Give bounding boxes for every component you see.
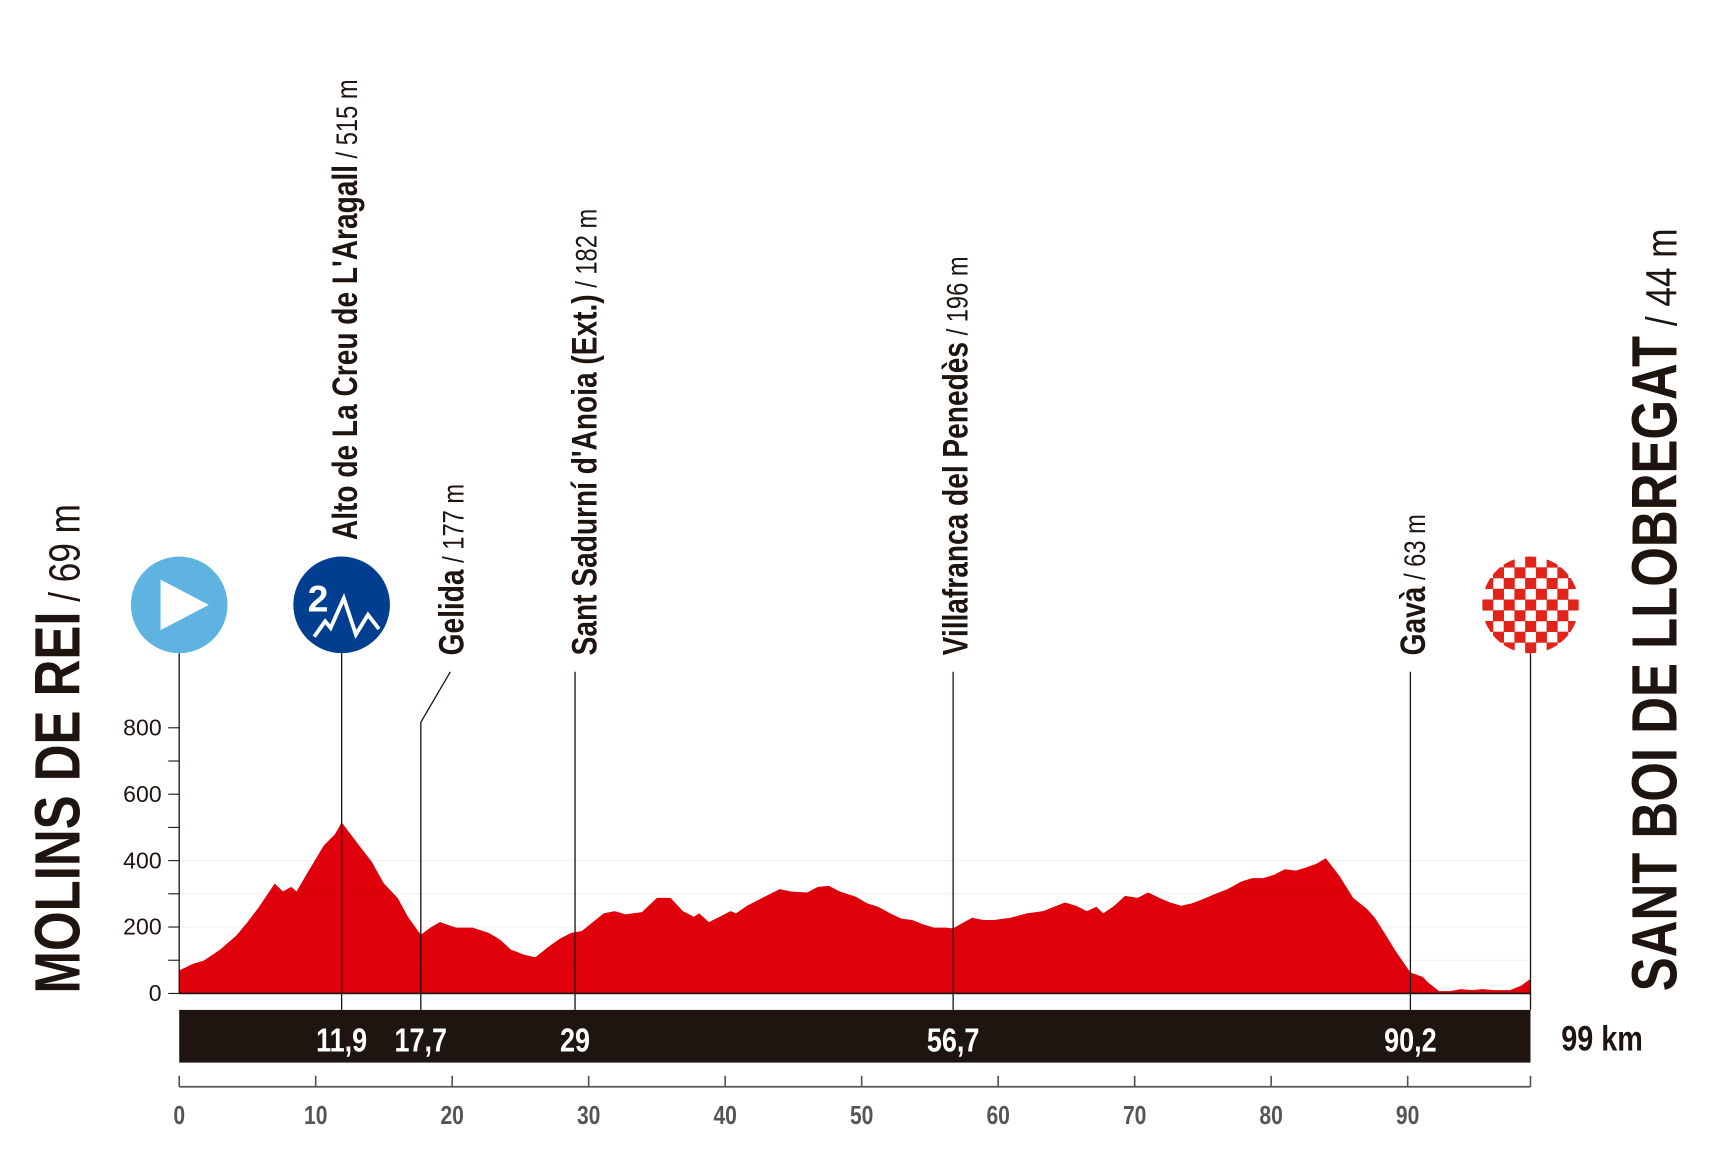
poi-label: Sant Sadurní d'Anoia (Ext.) / 182 m [564,209,604,656]
start-name: MOLINS DE REI [23,611,94,993]
km-bar-label: 29 [560,1023,590,1059]
poi-altitude: / 515 m [331,79,364,165]
x-tick-label: 80 [1259,1101,1282,1131]
flag-square [1492,567,1504,579]
elevation-profile-area [179,822,1531,994]
y-tick-label: 600 [123,781,161,807]
flag-square [1525,642,1537,654]
flag-square [1514,631,1526,643]
y-axis: 0 200 400 600 800 [123,714,1531,1006]
poi-altitude: / 63 m [1399,514,1432,586]
flag-square [1546,556,1558,568]
mountain-category-icon [312,592,381,640]
flag-square [1492,588,1504,600]
x-tick-label: 70 [1123,1101,1146,1131]
total-distance-label: 99 km [1561,1019,1643,1058]
poi-label: Alto de La Creu de L'Aragall / 515 m [325,79,365,540]
flag-square [1503,642,1515,654]
poi-name: Sant Sadurní d'Anoia (Ext.) [564,294,604,655]
y-tick-label: 200 [123,914,161,940]
finish-name: SANT BOI DE LLOBREGAT [1620,336,1691,991]
poi-altitude: / 196 m [941,256,974,342]
x-tick-label: 40 [713,1101,736,1131]
start-label: MOLINS DE REI / 69 m [23,504,94,993]
flag-square [1535,567,1547,579]
flag-square [1503,578,1515,590]
flag-square [1525,556,1537,568]
x-tick-label: 10 [304,1101,327,1131]
flag-square [1535,588,1547,600]
x-tick-label: 20 [440,1101,463,1131]
flag-square [1492,610,1504,622]
finish-altitude: / 44 m [1638,229,1687,336]
flag-square [1568,620,1579,633]
start-play-icon [160,579,209,631]
y-tick-label: 800 [123,714,161,740]
flag-square [1568,556,1579,568]
flag-square [1514,588,1526,600]
flag-square [1525,599,1537,611]
flag-square [1568,599,1579,611]
flag-square [1557,588,1569,600]
flag-square [1525,578,1537,590]
flag-square [1503,599,1515,611]
km-bar-label: 90,2 [1384,1023,1437,1059]
km-bar-label: 17,7 [395,1023,448,1059]
poi-label: Gavà / 63 m [1393,514,1433,655]
flag-square [1503,556,1515,568]
km-bar-label: 11,9 [316,1023,367,1059]
flag-square [1546,642,1558,654]
y-tick-label: 0 [149,980,162,1006]
poi-line [420,671,451,1010]
start-altitude: / 69 m [41,504,90,611]
flag-square [1546,599,1558,611]
flag-square [1492,631,1504,643]
flag-square [1525,620,1537,633]
finish-label: SANT BOI DE LLOBREGAT / 44 m [1620,229,1691,992]
flag-square [1557,567,1569,579]
poi-altitude: / 182 m [570,209,603,295]
x-axis: 0 10 20 30 40 50 60 70 80 90 [173,1075,1532,1131]
poi-label: Villafranca del Penedès / 196 m [935,256,975,655]
flag-square [1514,567,1526,579]
flag-square [1482,578,1494,590]
poi-altitude: / 177 m [437,484,470,570]
km-bar-label: 56,7 [927,1023,980,1059]
flag-square [1503,620,1515,633]
flag-square [1568,642,1579,654]
poi-name: Alto de La Creu de L'Aragall [325,165,365,540]
flag-square [1568,578,1579,590]
poi-name: Villafranca del Penedès [935,342,975,655]
x-tick-label: 50 [850,1101,873,1131]
flag-square [1514,610,1526,622]
flag-square [1482,620,1494,633]
flag-square [1535,610,1547,622]
x-tick-label: 90 [1396,1101,1419,1131]
flag-square [1546,578,1558,590]
flag-square [1546,620,1558,633]
poi-label: Gelida / 177 m [431,484,471,656]
poi-name: Gavà [1393,586,1433,655]
flag-square [1557,610,1569,622]
flag-square [1482,599,1494,611]
x-tick-label: 0 [173,1101,185,1131]
x-tick-label: 30 [577,1101,600,1131]
y-tick-label: 400 [123,847,161,873]
flag-square [1482,642,1494,654]
flag-square [1482,556,1494,568]
finish-checkered-flag-icon [1482,556,1579,654]
poi-name: Gelida [431,569,471,655]
x-tick-label: 60 [986,1101,1009,1131]
climb-category-label: 2 [308,577,329,619]
km-bar [179,1009,1531,1063]
flag-square [1557,631,1569,643]
flag-square [1535,631,1547,643]
